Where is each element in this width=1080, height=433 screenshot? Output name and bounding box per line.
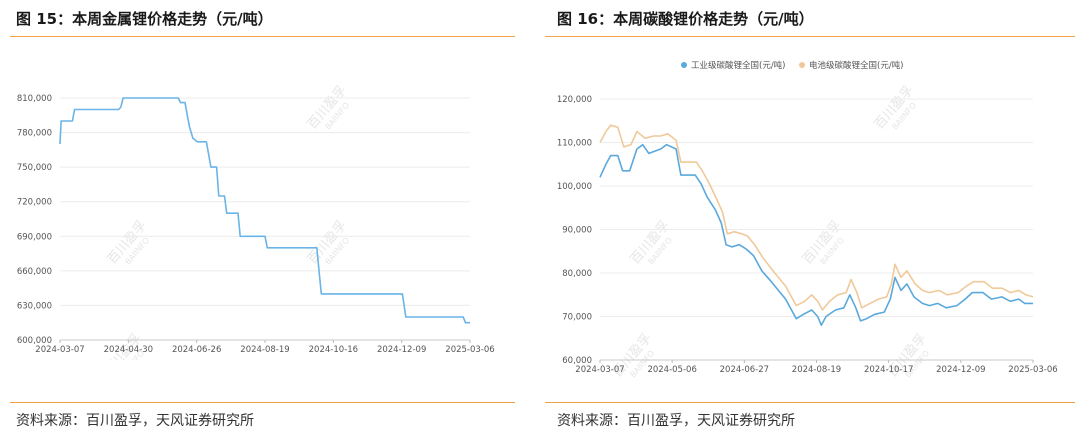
source-divider xyxy=(10,402,515,403)
figure-title: 图 15：本周金属锂价格走势（元/吨） xyxy=(16,10,273,28)
x-tick-label: 2024-12-09 xyxy=(377,345,426,355)
y-tick-label: 90,000 xyxy=(562,226,592,236)
y-tick-label: 780,000 xyxy=(17,129,52,139)
right-figure-panel: 图 16：本周碳酸锂价格走势（元/吨） 百川盈孚 BAIINFO 百川盈孚 BAIIN… xyxy=(545,0,1080,433)
source-note: 资料来源：百川盈孚，天风证券研究所 xyxy=(557,413,795,429)
x-tick-label: 2024-08-19 xyxy=(792,365,841,375)
x-tick-label: 2024-08-19 xyxy=(240,345,289,355)
y-tick-label: 720,000 xyxy=(17,198,52,208)
legend-marker xyxy=(681,62,687,68)
y-tick-label: 60,000 xyxy=(562,356,592,366)
x-tick-label: 2025-03-06 xyxy=(1008,365,1057,375)
x-tick-label: 2024-10-16 xyxy=(309,345,358,355)
x-tick-label: 2024-03-07 xyxy=(575,365,624,375)
y-tick-label: 80,000 xyxy=(562,269,592,279)
x-tick-label: 2024-06-27 xyxy=(720,365,769,375)
x-tick-label: 2025-03-06 xyxy=(445,345,494,355)
y-tick-label: 120,000 xyxy=(557,95,592,105)
x-tick-label: 2024-03-07 xyxy=(35,345,84,355)
y-tick-label: 70,000 xyxy=(562,313,592,323)
x-tick-label: 2024-06-26 xyxy=(172,345,221,355)
y-tick-label: 110,000 xyxy=(557,139,592,149)
x-tick-label: 2024-10-17 xyxy=(864,365,913,375)
figure-title: 图 16：本周碳酸锂价格走势（元/吨） xyxy=(557,10,814,28)
y-tick-label: 660,000 xyxy=(17,267,52,277)
metal-lithium-price-chart: 百川盈孚BAIINFO百川盈孚BAIINFO百川盈孚BAIINFO百川盈孚BAI… xyxy=(17,83,495,360)
legend-label: 工业级碳酸锂全国(元/吨) xyxy=(691,60,786,71)
y-tick-label: 100,000 xyxy=(557,182,592,192)
y-tick-label: 600,000 xyxy=(17,336,52,346)
series-line-1 xyxy=(59,97,470,324)
legend-marker xyxy=(799,62,805,68)
legend-label: 电池级碳酸锂全国(元/吨) xyxy=(809,60,904,71)
y-tick-label: 630,000 xyxy=(17,301,52,311)
x-tick-label: 2024-04-30 xyxy=(104,345,153,355)
y-tick-label: 690,000 xyxy=(17,232,52,242)
title-divider xyxy=(10,36,515,37)
title-divider xyxy=(545,36,1075,37)
y-tick-label: 810,000 xyxy=(17,94,52,104)
series-line-1 xyxy=(599,143,1033,326)
series-line-2 xyxy=(599,124,1034,311)
y-tick-label: 750,000 xyxy=(17,163,52,173)
x-tick-label: 2024-12-09 xyxy=(936,365,985,375)
source-note: 资料来源：百川盈孚，天风证券研究所 xyxy=(16,413,254,429)
source-divider xyxy=(545,402,1075,403)
x-tick-label: 2024-05-06 xyxy=(647,365,696,375)
